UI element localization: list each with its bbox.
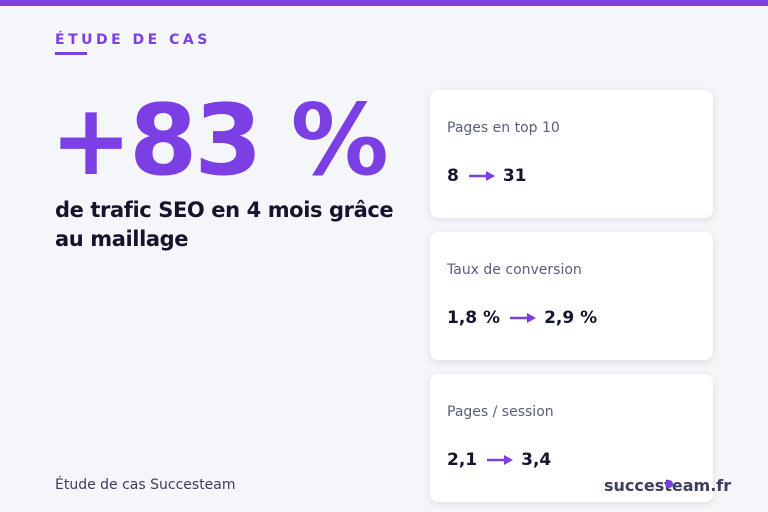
card-values: 2,1 3,4 [447,450,551,470]
arrow [510,313,537,323]
value-after: 2,9 % [544,308,598,328]
card-label: Pages en top 10 [447,120,560,136]
arrow-head [504,455,514,465]
arrow-head [485,171,495,181]
arrow [468,171,495,181]
footer: Étude de cas Succesteam [55,477,236,493]
card-label: Taux de conversion [447,262,582,278]
headline: +83 % [50,84,389,198]
eyebrow-underline [55,52,87,55]
value-after: 3,4 [521,450,552,470]
value-before: 1,8 % [447,308,501,328]
arrow-head [527,313,537,323]
subtitle: de trafic SEO en 4 mois grâce au maillag… [55,198,394,251]
stat-card: Pages en top 10 8 31 [430,90,713,218]
stat-card: Taux de conversion 1,8 % 2,9 % [430,232,713,360]
value-before: 8 [447,166,459,186]
top-bar [0,0,768,6]
card-values: 8 31 [447,166,527,186]
value-before: 2,1 [447,450,478,470]
value-after: 31 [502,166,527,186]
card-label: Pages / session [447,404,554,420]
brand-dot [665,480,673,488]
arrow [487,455,514,465]
eyebrow: ÉTUDE DE CAS [55,32,211,48]
card-values: 1,8 % 2,9 % [447,308,597,328]
